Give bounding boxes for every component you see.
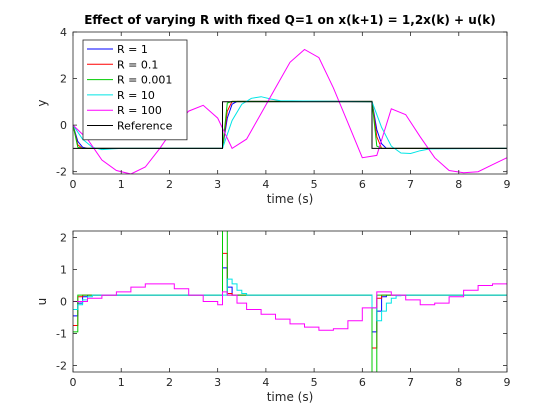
y-axis-label: u xyxy=(35,298,49,306)
x-axis-label: time (s) xyxy=(267,390,314,404)
plot-area xyxy=(73,231,507,372)
y-tick-label: 1 xyxy=(60,263,67,276)
axes-box xyxy=(72,31,508,175)
x-tick-label: 3 xyxy=(214,178,221,191)
y-tick-label: 2 xyxy=(60,231,67,244)
x-tick-label: 6 xyxy=(359,376,366,389)
series-group xyxy=(73,48,507,174)
x-tick-label: 8 xyxy=(455,376,462,389)
x-tick-label: 2 xyxy=(166,178,173,191)
y-tick-label: -1 xyxy=(56,328,67,341)
series-line-r-100 xyxy=(73,48,507,174)
x-tick-label: 1 xyxy=(118,376,125,389)
x-tick-label: 4 xyxy=(262,376,269,389)
y-tick-label: 4 xyxy=(60,26,67,39)
series-line-r-0-1 xyxy=(73,252,507,349)
x-tick-label: 3 xyxy=(214,376,221,389)
legend-box xyxy=(82,39,188,141)
y-tick-label: 2 xyxy=(60,73,67,86)
series-group xyxy=(73,231,507,372)
x-tick-label: 2 xyxy=(166,376,173,389)
series-line-r-10 xyxy=(73,96,507,155)
x-tick-label: 5 xyxy=(311,178,318,191)
x-tick-label: 8 xyxy=(455,178,462,191)
legend-entry-label: R = 10 xyxy=(117,89,155,102)
legend-entry-label: R = 1 xyxy=(117,43,148,56)
series-line-reference xyxy=(73,101,507,149)
legend-entry-label: R = 100 xyxy=(117,104,162,117)
y-axis-label: y xyxy=(35,99,49,106)
x-tick-label: 9 xyxy=(504,178,511,191)
x-tick-label: 1 xyxy=(118,178,125,191)
x-tick-label: 0 xyxy=(70,376,77,389)
chart-title: Effect of varying R with fixed Q=1 on x(… xyxy=(84,13,496,27)
series-line-r-1 xyxy=(73,100,507,149)
legend-entry-label: R = 0.001 xyxy=(117,74,172,87)
x-tick-label: 6 xyxy=(359,178,366,191)
series-line-r-100 xyxy=(73,283,507,331)
chart-2: 0 1 2 3 4 5 6 7 8 9 -2 -1 0 1 2 time (s) u xyxy=(35,230,511,404)
series-line-r-10 xyxy=(73,278,507,322)
x-tick-label: 9 xyxy=(504,376,511,389)
series-line-r-1 xyxy=(73,267,507,333)
legend: R = 1 R = 0.1 R = 0.001 R = 10 R = 100 Refere… xyxy=(82,39,188,141)
y-tick-label: -2 xyxy=(56,166,67,179)
x-tick-label: 7 xyxy=(407,376,414,389)
x-tick-label: 7 xyxy=(407,178,414,191)
x-axis-label: time (s) xyxy=(267,192,314,206)
y-tick-label: 0 xyxy=(60,296,67,309)
series-line-r-0-1 xyxy=(73,100,507,149)
x-tick-label: 4 xyxy=(262,178,269,191)
y-tick-label: 0 xyxy=(60,119,67,132)
legend-entry-label: Reference xyxy=(117,120,173,133)
x-tick-label: 5 xyxy=(311,376,318,389)
legend-entry-label: R = 0.1 xyxy=(117,58,158,71)
y-tick-label: -2 xyxy=(56,360,67,373)
x-tick-label: 0 xyxy=(70,178,77,191)
